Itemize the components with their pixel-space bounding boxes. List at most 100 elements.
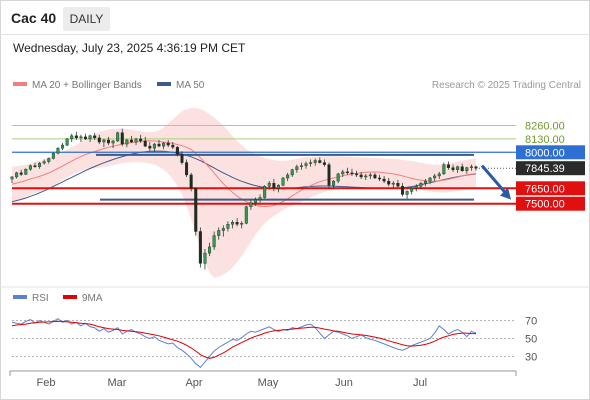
forecast-arrow-head <box>500 187 511 200</box>
candle-body <box>217 230 221 236</box>
candle <box>318 157 322 164</box>
candle <box>258 194 262 203</box>
candle <box>253 197 257 206</box>
candle <box>373 172 377 180</box>
candle <box>235 218 239 227</box>
legend-9ma-label: 9MA <box>82 293 103 304</box>
candle <box>327 162 331 189</box>
candle <box>442 162 446 175</box>
candle-body <box>235 222 239 225</box>
candle-body <box>295 166 299 170</box>
candle <box>38 162 42 169</box>
candle <box>355 170 359 177</box>
legend-rsi: RSI <box>13 293 49 304</box>
candle-body <box>332 180 336 186</box>
x-tick-label: Jul <box>413 377 427 389</box>
legend-9ma-swatch <box>63 295 77 300</box>
forecast-arrow-shaft <box>480 164 509 196</box>
candle-body <box>423 180 427 184</box>
candle-body <box>120 132 124 145</box>
candle <box>152 143 156 153</box>
candle-body <box>38 162 42 167</box>
candle-body <box>15 172 19 178</box>
candle <box>134 137 138 146</box>
candle-body <box>446 164 450 168</box>
candle <box>451 164 455 172</box>
candle <box>194 187 198 236</box>
candle <box>97 134 101 145</box>
legend-ma20-label: MA 20 + Bollinger Bands <box>32 80 142 91</box>
candle <box>410 187 414 195</box>
candle-body <box>253 199 257 203</box>
candle <box>400 183 404 197</box>
candle-body <box>387 180 391 185</box>
candle-body <box>456 166 460 170</box>
candle-body <box>189 174 193 189</box>
x-tick-label: Feb <box>37 377 56 389</box>
candle <box>111 139 115 149</box>
candle <box>304 161 308 169</box>
candle-body <box>359 174 363 178</box>
candle-body <box>24 169 28 175</box>
candle <box>56 147 60 155</box>
candle <box>460 163 464 172</box>
last-price-label-bg <box>516 161 585 176</box>
candle-body <box>428 177 432 182</box>
candle-body <box>240 223 244 225</box>
candle-body <box>166 142 170 146</box>
candle <box>61 143 65 151</box>
candle <box>129 135 133 144</box>
candle <box>446 161 450 170</box>
candle <box>368 172 372 180</box>
candle-body <box>111 140 115 144</box>
candle <box>469 164 473 171</box>
candle-body <box>368 174 372 177</box>
legend-ma50: MA 50 <box>157 80 204 91</box>
candle <box>276 184 280 193</box>
candle-body <box>313 160 317 163</box>
timeframe-button[interactable]: DAILY <box>63 7 110 31</box>
candle <box>226 221 230 232</box>
candle <box>336 172 340 184</box>
candle-body <box>465 167 469 171</box>
candle-body <box>309 162 313 164</box>
candle-body <box>304 163 308 166</box>
candle-body <box>263 186 267 198</box>
candle-body <box>318 160 322 163</box>
candle-body <box>198 231 202 264</box>
candle-body <box>143 140 147 147</box>
candle-body <box>56 147 60 154</box>
x-tick-label: Jun <box>335 377 353 389</box>
last-price-label: 7845.39 <box>525 163 565 175</box>
rsi-9ma-line <box>11 320 476 359</box>
candle <box>106 136 110 146</box>
candle <box>208 242 212 257</box>
candle <box>74 131 78 140</box>
candle <box>419 182 423 190</box>
candle <box>433 173 437 182</box>
candle-body <box>226 224 230 229</box>
candle-body <box>373 174 377 179</box>
candle-body <box>33 165 37 167</box>
level-label-4: 7500.00 <box>525 199 565 211</box>
candle <box>428 176 432 185</box>
candle <box>10 175 14 184</box>
candle-body <box>208 246 212 254</box>
level-label-3-bg <box>516 181 585 196</box>
candle <box>171 142 175 150</box>
candle-body <box>129 139 133 143</box>
candle <box>456 165 460 173</box>
candle <box>378 174 382 182</box>
candle <box>359 171 363 180</box>
candle <box>33 162 37 168</box>
candle <box>249 199 253 210</box>
candle <box>244 205 248 225</box>
legend-9ma: 9MA <box>63 293 103 304</box>
candle <box>286 172 290 182</box>
candle-body <box>290 169 294 176</box>
candle-body <box>221 228 225 231</box>
candle-body <box>93 135 97 139</box>
x-tick-label: May <box>258 377 279 389</box>
level-label-2-bg <box>516 145 585 160</box>
candle-body <box>350 172 354 175</box>
